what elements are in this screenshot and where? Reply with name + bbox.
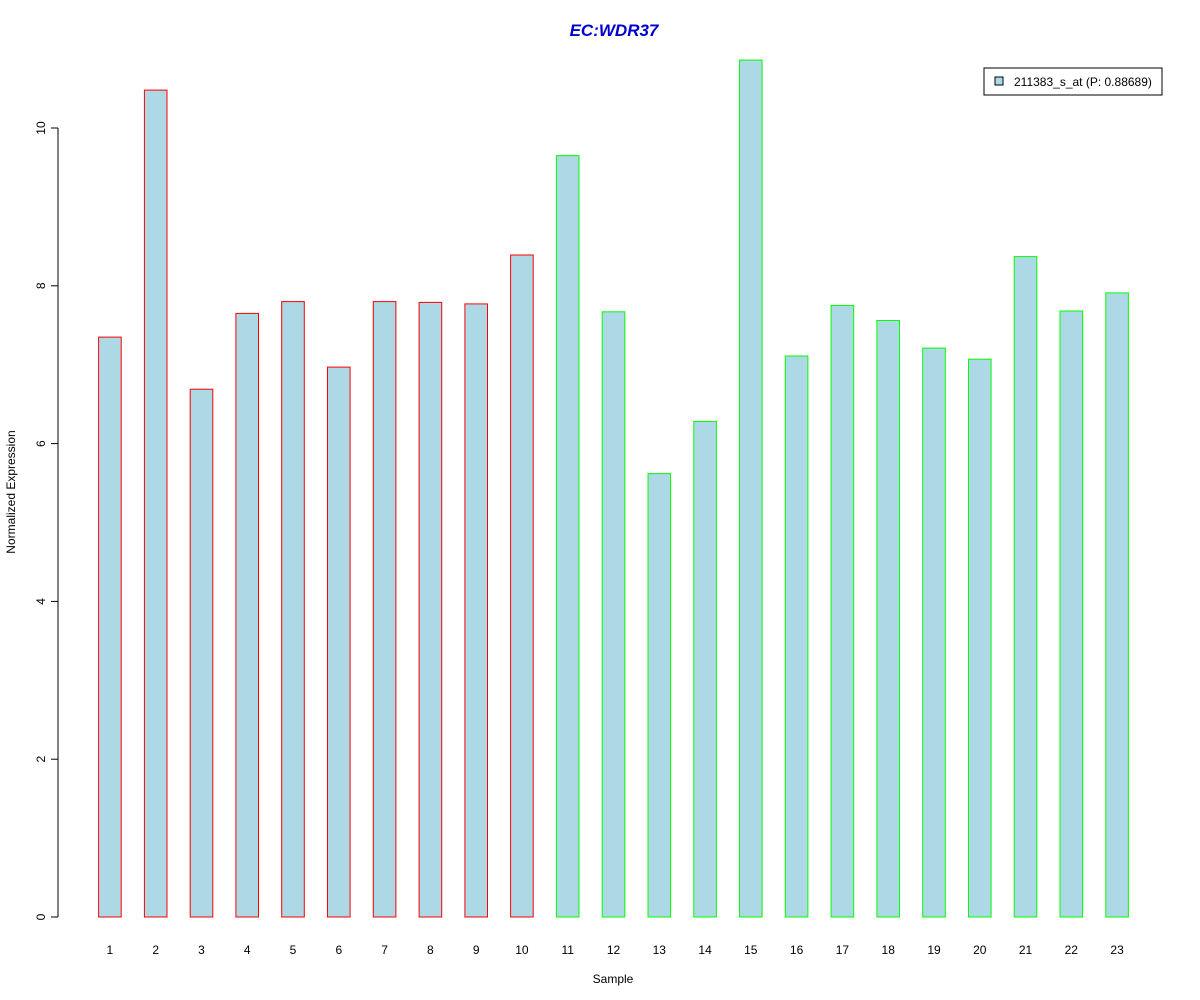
bar-sample-15 bbox=[739, 59, 763, 918]
y-tick-label: 10 bbox=[34, 121, 48, 135]
x-tick-label: 19 bbox=[927, 943, 941, 957]
bar-sample-9 bbox=[464, 303, 488, 918]
y-axis: 0 2 4 6 8 10 bbox=[34, 121, 59, 920]
y-axis-title: Normalized Expression bbox=[4, 430, 18, 553]
x-tick-label: 11 bbox=[561, 943, 574, 957]
x-tick-label: 23 bbox=[1110, 943, 1124, 957]
bar-sample-7 bbox=[372, 301, 397, 918]
bar-sample-23 bbox=[1105, 292, 1129, 918]
x-axis-title: Sample bbox=[593, 972, 634, 986]
bar-sample-8 bbox=[418, 301, 443, 918]
x-tick-label: 12 bbox=[607, 943, 621, 957]
bar-sample-19 bbox=[922, 347, 946, 918]
y-tick-label: 8 bbox=[34, 282, 48, 289]
bar-sample-10 bbox=[510, 254, 534, 918]
x-tick-label: 15 bbox=[744, 943, 758, 957]
legend-box bbox=[983, 67, 1163, 96]
bar-sample-5 bbox=[281, 301, 305, 918]
x-tick-label: 16 bbox=[790, 943, 804, 957]
x-tick-label: 4 bbox=[244, 943, 251, 957]
legend-label: 211383_s_at (P: 0.88689) bbox=[1014, 75, 1152, 89]
bar-sample-16 bbox=[784, 355, 809, 918]
x-tick-label: 18 bbox=[882, 943, 896, 957]
bar-sample-22 bbox=[1059, 310, 1084, 918]
bar-sample-17 bbox=[830, 305, 855, 918]
chart-title: EC:WDR37 bbox=[570, 21, 660, 40]
x-tick-label: 10 bbox=[515, 943, 529, 957]
x-tick-label: 8 bbox=[427, 943, 434, 957]
x-tick-label: 6 bbox=[335, 943, 342, 957]
legend: 211383_s_at (P: 0.88689) bbox=[983, 67, 1163, 96]
bar-sample-14 bbox=[693, 421, 717, 918]
bar-sample-13 bbox=[647, 473, 672, 918]
y-tick-label: 2 bbox=[34, 756, 48, 763]
bar-sample-21 bbox=[1013, 256, 1038, 918]
bars-group bbox=[98, 59, 1129, 918]
x-tick-label: 17 bbox=[836, 943, 850, 957]
bar-sample-11 bbox=[555, 155, 580, 918]
y-tick-label: 0 bbox=[34, 913, 48, 920]
x-tick-label: 9 bbox=[473, 943, 480, 957]
bar-sample-6 bbox=[327, 366, 351, 918]
x-tick-label: 20 bbox=[973, 943, 987, 957]
x-tick-labels: 1 2 3 4 5 6 7 8 9 10 11 12 13 14 15 16 17 18 19 20 21 22 23 bbox=[107, 943, 1125, 957]
y-tick-label: 4 bbox=[34, 598, 48, 605]
x-tick-label: 5 bbox=[290, 943, 297, 957]
x-tick-label: 13 bbox=[653, 943, 667, 957]
bar-sample-3 bbox=[189, 388, 214, 918]
y-tick-label: 6 bbox=[34, 440, 48, 447]
x-tick-label: 22 bbox=[1065, 943, 1079, 957]
bar-sample-1 bbox=[98, 336, 122, 918]
x-tick-label: 3 bbox=[198, 943, 205, 957]
bar-sample-18 bbox=[876, 320, 901, 918]
bar-sample-4 bbox=[235, 312, 259, 918]
x-tick-label: 2 bbox=[152, 943, 159, 957]
bar-sample-12 bbox=[601, 311, 626, 918]
x-tick-label: 1 bbox=[107, 943, 114, 957]
bar-sample-2 bbox=[143, 89, 168, 918]
x-tick-label: 21 bbox=[1019, 943, 1033, 957]
legend-swatch bbox=[994, 76, 1004, 86]
x-tick-label: 7 bbox=[381, 943, 388, 957]
x-tick-label: 14 bbox=[698, 943, 712, 957]
bar-sample-20 bbox=[968, 358, 992, 918]
